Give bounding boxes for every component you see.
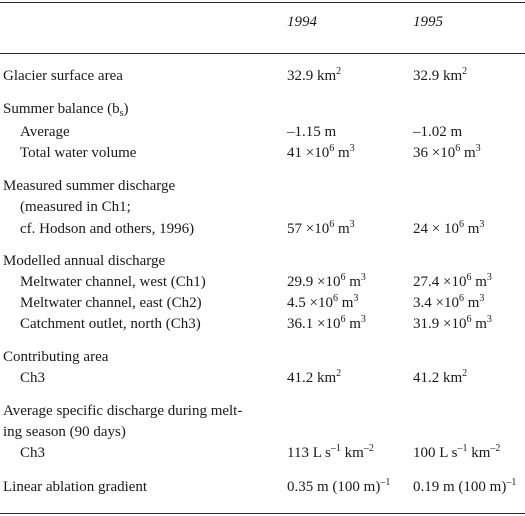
row-label: Meltwater channel, east (Ch2) xyxy=(20,295,202,311)
table-row: Average –1.15 m –1.02 m xyxy=(0,122,525,142)
row-label: Ch3 xyxy=(20,445,46,461)
row-label: Summer balance (bs) xyxy=(3,101,129,119)
table-row: ing season (90 days) xyxy=(0,422,525,442)
table-row: cf. Hodson and others, 1996) 57 ×106 m3 … xyxy=(0,219,525,239)
table-row: Ch3 41.2 km2 41.2 km2 xyxy=(0,368,525,388)
table-row: Summer balance (bs) xyxy=(0,99,525,119)
table-row: Catchment outlet, north (Ch3) 36.1 ×106 … xyxy=(0,314,525,334)
value-1994: 4.5 ×106 m3 xyxy=(287,293,359,312)
column-header-1994: 1994 xyxy=(287,14,317,30)
value-1994: 113 L s–1 km–2 xyxy=(287,443,374,462)
header-rule xyxy=(0,53,525,54)
value-1995: 0.19 m (100 m)–1 xyxy=(413,477,517,496)
row-label: Catchment outlet, north (Ch3) xyxy=(20,316,201,332)
row-label: Measured summer discharge xyxy=(3,178,176,194)
value-1994: 29.9 ×106 m3 xyxy=(287,272,366,291)
value-1994: 41 ×106 m3 xyxy=(287,143,355,162)
value-1994: 57 ×106 m3 xyxy=(287,219,355,238)
value-1995: –1.02 m xyxy=(413,124,463,140)
value-1995: 36 ×106 m3 xyxy=(413,143,481,162)
row-label: cf. Hodson and others, 1996) xyxy=(20,221,195,237)
bottom-rule xyxy=(0,513,525,514)
value-1995: 3.4 ×106 m3 xyxy=(413,293,485,312)
table-row: Total water volume 41 ×106 m3 36 ×106 m3 xyxy=(0,143,525,163)
value-1994: –1.15 m xyxy=(287,124,337,140)
row-label: Glacier surface area xyxy=(3,68,123,84)
table-row: Ch3 113 L s–1 km–2 100 L s–1 km–2 xyxy=(0,443,525,463)
row-label: ing season (90 days) xyxy=(3,424,126,440)
table-row: Linear ablation gradient 0.35 m (100 m)–… xyxy=(0,477,525,497)
row-label: Contributing area xyxy=(3,349,109,365)
row-label: Average specific discharge during melt- xyxy=(3,403,243,419)
value-1995: 100 L s–1 km–2 xyxy=(413,443,501,462)
top-rule xyxy=(0,2,525,3)
value-1995: 24 × 106 m3 xyxy=(413,219,485,238)
column-header-1995: 1995 xyxy=(413,14,443,30)
table-row: Contributing area xyxy=(0,347,525,367)
value-1994: 0.35 m (100 m)–1 xyxy=(287,477,391,496)
table-row: (measured in Ch1; xyxy=(0,197,525,217)
row-label: Linear ablation gradient xyxy=(3,479,148,495)
value-1995: 41.2 km2 xyxy=(413,368,468,387)
row-label: Modelled annual discharge xyxy=(3,253,166,269)
row-label: Ch3 xyxy=(20,370,46,386)
table-row: Glacier surface area 32.9 km2 32.9 km2 xyxy=(0,66,525,86)
table-row: Meltwater channel, west (Ch1) 29.9 ×106 … xyxy=(0,272,525,292)
value-1994: 36.1 ×106 m3 xyxy=(287,314,366,333)
table-row: Measured summer discharge xyxy=(0,176,525,196)
value-1995: 32.9 km2 xyxy=(413,66,468,85)
table-row: Meltwater channel, east (Ch2) 4.5 ×106 m… xyxy=(0,293,525,313)
row-label: Average xyxy=(20,124,70,140)
row-label: Meltwater channel, west (Ch1) xyxy=(20,274,206,290)
row-label: Total water volume xyxy=(20,145,137,161)
table-row: Average specific discharge during melt- xyxy=(0,401,525,421)
value-1994: 32.9 km2 xyxy=(287,66,342,85)
value-1995: 27.4 ×106 m3 xyxy=(413,272,492,291)
value-1995: 31.9 ×106 m3 xyxy=(413,314,492,333)
table-row: Modelled annual discharge xyxy=(0,251,525,271)
row-label: (measured in Ch1; xyxy=(20,199,131,215)
value-1994: 41.2 km2 xyxy=(287,368,342,387)
